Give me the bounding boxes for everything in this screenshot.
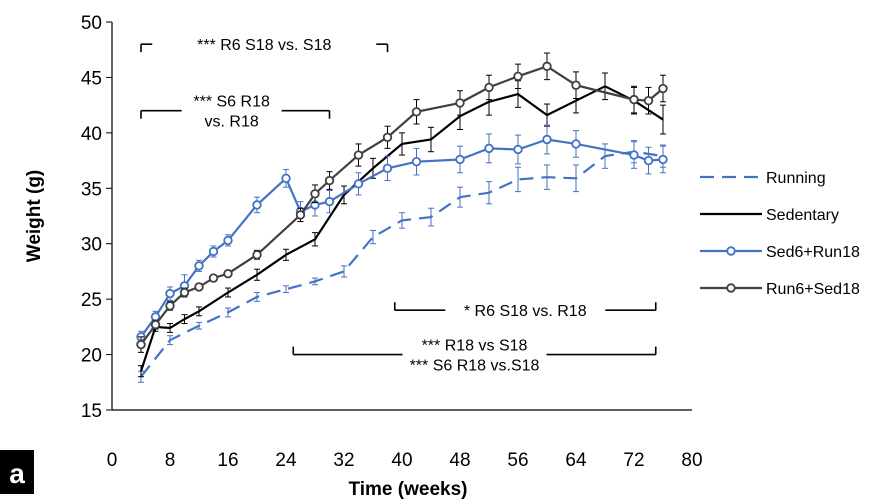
x-tick-label: 8 (165, 450, 176, 471)
panel-label: a (0, 450, 34, 494)
data-point (484, 143, 494, 154)
data-point (411, 107, 422, 117)
annotation-ann1: *** R6 S18 vs. S18 (140, 37, 389, 54)
x-tick-label: 0 (107, 450, 118, 471)
data-point (571, 80, 581, 90)
x-tick-label: 40 (391, 450, 412, 471)
data-point (658, 154, 668, 165)
data-point (353, 150, 364, 160)
data-point (324, 196, 335, 207)
data-point (629, 150, 639, 160)
data-point (629, 94, 639, 105)
data-point (165, 301, 175, 311)
data-point (455, 154, 465, 165)
x-tick-label: 64 (565, 450, 587, 471)
annotation-text: *** S6 R18 vs.S18 (410, 358, 540, 375)
x-axis-title: Time (weeks) (349, 479, 468, 500)
y-axis-title: Weight (g) (24, 170, 45, 263)
data-point (542, 134, 552, 145)
data-point (252, 250, 262, 260)
data-point (150, 319, 161, 330)
data-point (223, 268, 233, 279)
x-tick-label: 48 (449, 450, 470, 471)
annotation-ann4: *** R18 vs S18 *** S6 R18 vs.S18 (292, 338, 657, 375)
data-point (484, 82, 494, 93)
data-point (179, 287, 190, 298)
data-point (295, 210, 306, 220)
series-line (139, 85, 664, 372)
annotation-ann3: * R6 S18 vs. R18 (393, 302, 657, 320)
axes: 15 20 25 30 35 40 45 50 0 8 16 24 32 40 48 56 64 72 80 (81, 13, 703, 471)
series-running (138, 140, 666, 383)
y-tick-label: 40 (81, 124, 102, 145)
legend-label: Sed6+Run18 (766, 244, 860, 261)
legend-label: Running (766, 170, 826, 187)
data-point (136, 339, 146, 350)
data-point (194, 282, 204, 292)
data-point (324, 175, 335, 186)
legend: Running Sedentary Sed6+Run18 Run6+Sed18 (700, 170, 860, 298)
panel-label-box (0, 450, 34, 494)
data-point (513, 71, 523, 82)
data-point (165, 288, 175, 299)
series-layer (136, 52, 668, 383)
data-point (382, 132, 393, 142)
data-point (513, 144, 523, 155)
legend-item-running: Running (700, 170, 826, 187)
annotation-text: *** R6 S18 vs. S18 (197, 37, 331, 54)
annotation-text: vs. R18 (205, 114, 259, 131)
series-line (140, 65, 664, 346)
data-point (353, 179, 364, 189)
x-tick-label: 32 (333, 450, 354, 471)
legend-label: Run6+Sed18 (766, 281, 860, 298)
data-point (411, 156, 422, 167)
x-tick-label: 80 (681, 450, 702, 471)
y-tick-label: 45 (81, 68, 102, 89)
data-point (310, 189, 320, 199)
data-point (455, 98, 465, 108)
data-point (571, 139, 581, 149)
data-point (382, 163, 393, 174)
data-point (223, 235, 233, 246)
data-point (252, 200, 262, 210)
y-tick-label: 50 (81, 13, 102, 34)
data-point (208, 246, 219, 257)
legend-marker (726, 246, 736, 256)
annotation-ann2: *** S6 R18 vs. R18 (140, 94, 331, 131)
y-tick-label: 30 (81, 235, 102, 256)
data-point (208, 273, 219, 283)
data-point (281, 173, 291, 184)
y-tick-label: 15 (81, 401, 102, 422)
annotations: *** R6 S18 vs. S18 *** S6 R18 vs. R18 * R6 … (140, 37, 657, 375)
data-point (542, 61, 552, 72)
x-tick-label: 24 (275, 450, 297, 471)
series-line (140, 150, 664, 378)
x-tick-label: 16 (217, 450, 238, 471)
annotation-text: *** S6 R18 (193, 94, 270, 111)
annotation-text: * R6 S18 vs. R18 (464, 303, 587, 320)
x-tick-label: 56 (507, 450, 528, 471)
panel-label-letter: a (9, 458, 25, 489)
y-tick-label: 35 (81, 179, 102, 200)
data-point (194, 261, 204, 271)
legend-marker (726, 283, 736, 293)
y-tick-label: 25 (81, 290, 102, 311)
y-tick-label: 20 (81, 346, 102, 367)
data-point (643, 96, 654, 106)
legend-label: Sedentary (766, 207, 839, 224)
annotation-text: *** R18 vs S18 (422, 338, 528, 355)
legend-item-run6-sed18: Run6+Sed18 (700, 281, 860, 298)
series-run6-sed18 (136, 52, 668, 353)
data-point (643, 155, 654, 166)
data-point (658, 83, 668, 94)
legend-item-sedentary: Sedentary (700, 207, 839, 224)
x-tick-label: 72 (623, 450, 644, 471)
legend-item-sed6-run18: Sed6+Run18 (700, 244, 860, 261)
